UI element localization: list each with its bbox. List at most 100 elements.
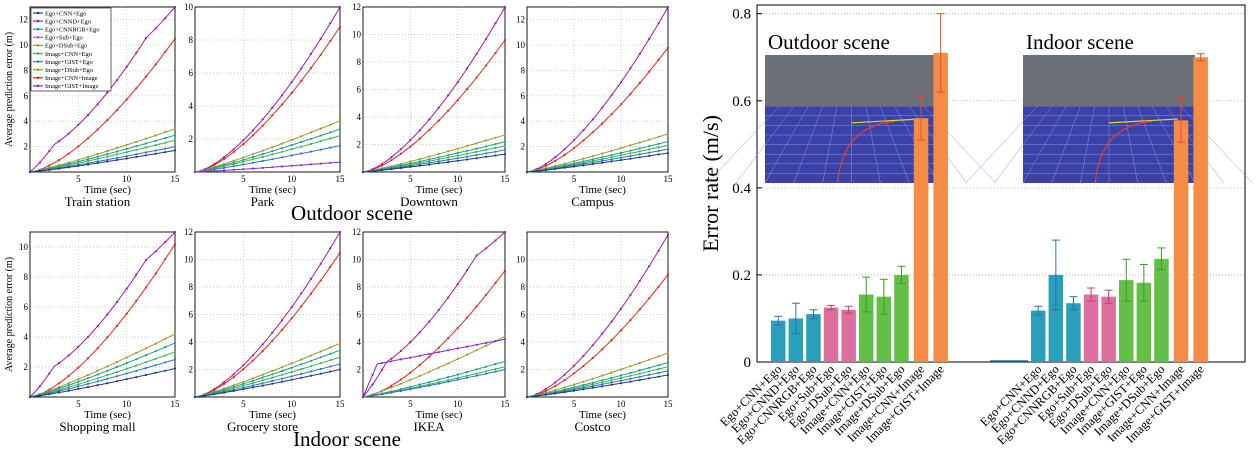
data-point bbox=[67, 386, 70, 389]
bar bbox=[894, 274, 909, 362]
data-point bbox=[213, 163, 216, 166]
indoor-group-title: Indoor scene bbox=[293, 427, 401, 451]
data-point bbox=[300, 152, 303, 155]
legend-marker bbox=[36, 76, 40, 80]
series-line bbox=[194, 6, 341, 173]
data-point bbox=[591, 159, 594, 162]
data-point bbox=[666, 151, 670, 155]
data-point bbox=[144, 286, 148, 289]
grid-overlay bbox=[822, 106, 838, 184]
legend-label: Image+CNN+Ego bbox=[45, 51, 92, 58]
data-point bbox=[319, 372, 322, 375]
data-point bbox=[338, 144, 342, 147]
data-point bbox=[251, 167, 255, 170]
data-point bbox=[648, 154, 651, 157]
data-point bbox=[290, 370, 293, 374]
data-point bbox=[447, 156, 450, 159]
data-point bbox=[300, 79, 303, 82]
data-point bbox=[261, 118, 264, 121]
data-point bbox=[329, 131, 332, 134]
data-point bbox=[591, 377, 594, 380]
data-point bbox=[629, 377, 632, 380]
data-point bbox=[135, 87, 138, 90]
data-point bbox=[106, 382, 109, 385]
data-point bbox=[232, 148, 235, 151]
y-tick-label: 10 bbox=[184, 255, 194, 265]
y-tick-label: 2 bbox=[521, 365, 526, 375]
data-point bbox=[456, 99, 459, 102]
data-point bbox=[390, 391, 393, 394]
data-point bbox=[271, 376, 274, 379]
line-panel: 5 10 15 2 4 6 8 10 12 Time (sec)Grocery store bbox=[184, 227, 345, 434]
data-point bbox=[485, 344, 488, 347]
series-line bbox=[29, 342, 176, 398]
trajectory-line bbox=[837, 120, 895, 184]
data-point bbox=[222, 165, 226, 168]
data-point bbox=[456, 357, 459, 361]
x-tick-label: 15 bbox=[501, 399, 511, 409]
inset-title: Outdoor scene bbox=[768, 30, 890, 54]
data-point bbox=[380, 164, 383, 167]
data-point bbox=[338, 368, 342, 371]
data-point bbox=[86, 137, 90, 140]
y-tick-label: 4 bbox=[24, 332, 29, 342]
data-point bbox=[619, 382, 623, 385]
data-point bbox=[638, 153, 641, 156]
data-point bbox=[535, 170, 538, 173]
y-tick-label: 0.4 bbox=[732, 181, 751, 197]
data-point bbox=[309, 277, 313, 280]
data-point bbox=[115, 370, 119, 374]
data-point bbox=[371, 394, 374, 397]
data-point bbox=[657, 149, 660, 152]
x-tick-label: 10 bbox=[617, 399, 627, 409]
data-point bbox=[399, 148, 402, 151]
data-point bbox=[319, 350, 322, 353]
data-point bbox=[222, 391, 226, 394]
data-point bbox=[494, 239, 497, 242]
data-point bbox=[251, 377, 255, 380]
data-point bbox=[115, 380, 119, 383]
series-line bbox=[29, 368, 176, 398]
data-point bbox=[456, 373, 459, 376]
data-point bbox=[271, 166, 274, 169]
data-point bbox=[475, 142, 478, 145]
data-point bbox=[648, 145, 651, 148]
data-point bbox=[666, 351, 670, 355]
data-point bbox=[300, 305, 303, 308]
data-point bbox=[485, 139, 488, 142]
data-point bbox=[409, 356, 412, 359]
data-point bbox=[125, 287, 128, 290]
data-point bbox=[657, 146, 660, 149]
data-point bbox=[447, 109, 450, 112]
data-point bbox=[96, 380, 99, 383]
data-point bbox=[475, 372, 478, 375]
data-point bbox=[466, 345, 469, 348]
data-point bbox=[77, 380, 80, 383]
legend-marker bbox=[36, 68, 40, 71]
data-point bbox=[494, 340, 497, 343]
data-point bbox=[271, 153, 274, 156]
data-point bbox=[77, 385, 80, 388]
data-point bbox=[629, 294, 632, 297]
data-point bbox=[213, 393, 216, 396]
data-point bbox=[300, 164, 303, 167]
data-point bbox=[125, 356, 128, 359]
legend-marker bbox=[36, 36, 40, 39]
data-point bbox=[409, 165, 412, 168]
data-point bbox=[125, 157, 128, 160]
data-point bbox=[503, 365, 507, 368]
panel-title: Park bbox=[251, 194, 275, 209]
data-point bbox=[456, 378, 459, 381]
series-line bbox=[526, 352, 669, 398]
data-point bbox=[485, 37, 488, 41]
data-point bbox=[290, 375, 293, 378]
data-point bbox=[135, 376, 138, 379]
data-point bbox=[638, 378, 641, 382]
data-point bbox=[106, 369, 109, 372]
data-point bbox=[390, 357, 393, 360]
line-panel: 5 10 15 2 4 6 8 10 12 Time (sec)Downtown bbox=[352, 2, 510, 209]
data-point bbox=[96, 373, 99, 376]
data-point bbox=[261, 166, 264, 169]
